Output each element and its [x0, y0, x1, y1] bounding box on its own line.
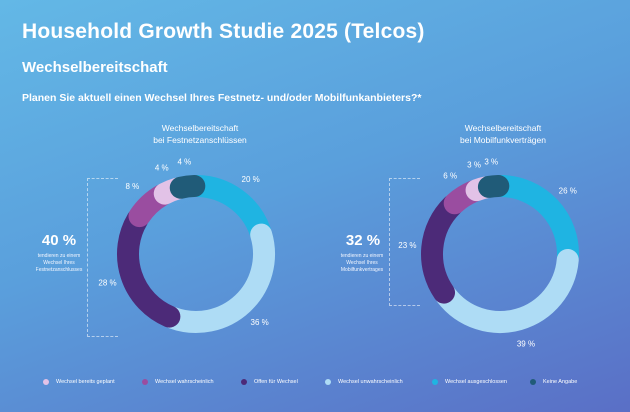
- legend-item: Wechsel bereits geplant: [43, 379, 115, 385]
- legend: Wechsel bereits geplant Wechsel wahrsche…: [0, 379, 630, 393]
- bracket-mobilfunk: [389, 178, 420, 306]
- chart-title-line: Wechselbereitschaft: [161, 123, 239, 133]
- chart-title-line: bei Mobilfunkverträgen: [460, 135, 546, 145]
- donut-segment-wechsel-ausgeschlossen: [186, 175, 272, 243]
- caption-line: Festnetzanschlusses: [35, 267, 83, 273]
- chart-title-line: Wechselbereitschaft: [464, 123, 542, 133]
- legend-item: Offen für Wechsel: [241, 379, 298, 385]
- value-label: 4 %: [155, 164, 169, 173]
- legend-label: Keine Angabe: [543, 379, 578, 385]
- highlight-percent-festnetz: 40 %: [41, 232, 77, 249]
- legend-item: Keine Angabe: [530, 379, 577, 385]
- caption-line: Wechsel Ihres: [346, 260, 378, 266]
- value-label: 20 %: [242, 175, 260, 184]
- bracket-festnetz: [87, 178, 118, 337]
- donut-segment-wechsel-unwahrscheinlich: [161, 223, 275, 333]
- legend-swatch: [43, 379, 49, 385]
- highlight-caption-festnetz: tendieren zu einem Wechsel Ihres Festnet…: [20, 253, 98, 274]
- value-label: 28 %: [98, 279, 116, 288]
- donut-segment-offen-f-r-wechsel: [117, 208, 181, 328]
- chart-title-mobilfunk: Wechselbereitschaft bei Mobilfunkverträg…: [403, 122, 603, 146]
- legend-label: Wechsel wahrscheinlich: [155, 379, 214, 385]
- highlight-caption-mobilfunk: tendieren zu einem Wechsel Ihres Mobilfu…: [323, 253, 401, 274]
- legend-label: Wechsel ausgeschlossen: [445, 379, 507, 385]
- value-label: 8 %: [125, 182, 139, 191]
- chart-title-line: bei Festnetzanschlüssen: [153, 135, 247, 145]
- legend-item: Wechsel unwahrscheinlich: [325, 379, 403, 385]
- page-title: Household Growth Studie 2025 (Telcos): [22, 20, 425, 43]
- caption-line: tendieren zu einem: [37, 253, 81, 259]
- value-label: 4 %: [177, 158, 191, 167]
- caption-line: tendieren zu einem: [340, 253, 384, 259]
- legend-label: Wechsel bereits geplant: [56, 379, 115, 385]
- value-label: 36 %: [251, 318, 269, 327]
- caption-line: Mobilfunkvertrages: [340, 267, 384, 273]
- legend-swatch: [432, 379, 438, 385]
- donut-segment-keine-angabe: [169, 175, 206, 199]
- survey-question: Planen Sie aktuell einen Wechsel Ihres F…: [22, 92, 422, 104]
- legend-swatch: [142, 379, 148, 385]
- legend-swatch: [530, 379, 536, 385]
- legend-item: Wechsel ausgeschlossen: [432, 379, 507, 385]
- legend-label: Offen für Wechsel: [254, 379, 298, 385]
- legend-swatch: [241, 379, 247, 385]
- page-subtitle: Wechselbereitschaft: [22, 59, 168, 76]
- legend-item: Wechsel wahrscheinlich: [142, 379, 214, 385]
- legend-swatch: [325, 379, 331, 385]
- caption-line: Wechsel Ihres: [43, 260, 75, 266]
- chart-title-festnetz: Wechselbereitschaft bei Festnetzanschlüs…: [100, 122, 300, 146]
- highlight-percent-mobilfunk: 32 %: [345, 232, 381, 249]
- legend-label: Wechsel unwahrscheinlich: [338, 379, 403, 385]
